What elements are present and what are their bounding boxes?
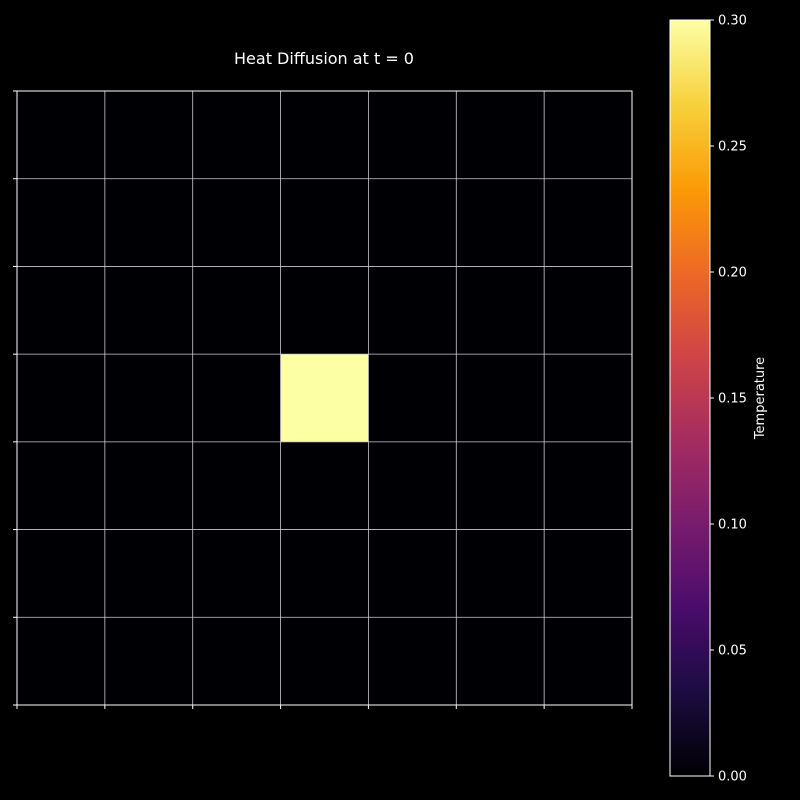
heatmap-cell [544,91,633,180]
heatmap-cell [192,617,282,706]
colorbar-tick-label: 0.10 [718,518,747,533]
colorbar-tick-label: 0.25 [718,140,747,155]
heatmap-cell [17,354,106,443]
heatmap-cell [368,91,457,180]
heatmap-cell [456,441,545,531]
plot-frame [16,90,633,706]
heatmap-cell [456,529,545,618]
heatmap-cell [280,178,369,267]
colorbar-ticks: 0.00 0.05 0.10 0.15 0.20 0.25 0.30 [710,14,747,785]
heatmap-cell [456,354,545,443]
heatmap-cell [456,178,545,267]
colorbar-tick-label: 0.30 [718,14,747,29]
heatmap-cell [192,441,282,531]
heatmap-cell [368,529,457,618]
colorbar [669,19,711,777]
heatmap-cell [104,266,194,355]
heatmap-cell [280,441,369,531]
heatmap-cell [104,441,194,531]
colorbar-tick-label: 0.20 [718,266,747,281]
colorbar-label: Temperature [753,357,768,440]
heatmap-cell [104,91,194,180]
heatmap-cell [192,354,282,443]
heatmap-cell [104,617,194,706]
heatmap-cell [17,178,106,267]
chart-title: Heat Diffusion at t = 0 [234,49,414,68]
heatmap-cell [544,178,633,267]
heatmap-cell [17,441,106,531]
colorbar-tick-label: 0.00 [718,770,747,785]
axes-frame [13,90,633,709]
heatmap-cell [544,354,633,443]
heatmap-cell [192,178,282,267]
heatmap-cell [17,529,106,618]
heatmap-cell [280,354,369,443]
heatmap-cell [368,617,457,706]
heatmap-cell [17,91,106,180]
heatmap-cell [192,91,282,180]
heatmap-cell [368,266,457,355]
heatmap-cells [17,91,633,706]
heatmap-cell [104,354,194,443]
heatmap-cell [544,266,633,355]
colorbar-tick-label: 0.05 [718,644,747,659]
colorbar-tick-label: 0.15 [718,392,747,407]
heatmap-cell [280,529,369,618]
heatmap-cell [17,266,106,355]
heatmap-cell [456,617,545,706]
heatmap-cell [280,266,369,355]
heatmap-cell [104,178,194,267]
heatmap-cell [456,266,545,355]
heatmap-cell [280,91,369,180]
heatmap-cell [280,617,369,706]
grid-lines [17,91,632,705]
heatmap-cell [192,266,282,355]
heatmap-cell [17,617,106,706]
heatmap-cell [544,529,633,618]
heatmap-cell [104,529,194,618]
heatmap-cell [368,354,457,443]
heatmap-cell [192,529,282,618]
heatmap-cell [368,178,457,267]
heatmap-cell [368,441,457,531]
heatmap-cell [544,441,633,531]
heatmap-cell [456,91,545,180]
heatmap-cell [544,617,633,706]
